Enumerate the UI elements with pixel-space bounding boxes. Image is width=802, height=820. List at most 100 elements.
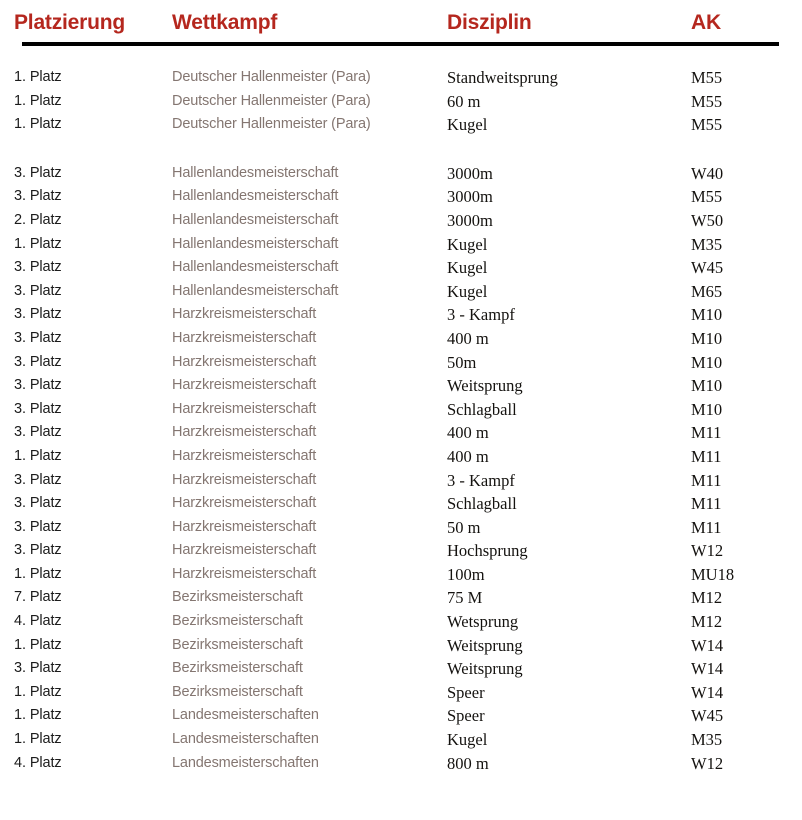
cell-disziplin: 100m bbox=[447, 564, 485, 584]
cell-platzierung: 1. Platz bbox=[14, 636, 62, 653]
cell-ak: W14 bbox=[691, 659, 724, 679]
table-row: 3. Platz Harzkreismeisterschaft Hochsprung… bbox=[11, 539, 791, 563]
cell-wettkampf: Deutscher Hallenmeister (Para) bbox=[172, 69, 371, 85]
cell-wettkampf: Harzkreismeisterschaft bbox=[172, 518, 317, 535]
table-row: 1. Platz Deutscher Hallenmeister (Para) St… bbox=[11, 66, 791, 90]
column-header-disziplin: Disziplin bbox=[447, 11, 532, 34]
table-row: 1. Platz Harzkreismeisterschaft 400 m M11 bbox=[11, 445, 791, 469]
cell-wettkampf: Hallenlandesmeisterschaft bbox=[172, 282, 339, 299]
cell-disziplin: Standweitsprung bbox=[447, 68, 558, 87]
cell-disziplin: Kugel bbox=[447, 234, 488, 254]
column-header-ak: AK bbox=[691, 11, 721, 34]
cell-wettkampf: Harzkreismeisterschaft bbox=[172, 565, 317, 582]
cell-platzierung: 3. Platz bbox=[14, 542, 62, 559]
table-row: 3. Platz Harzkreismeisterschaft Schlagball… bbox=[11, 492, 791, 516]
cell-ak: W40 bbox=[691, 163, 724, 183]
table-row: 3. Platz Harzkreismeisterschaft Schlagball… bbox=[11, 398, 791, 422]
cell-platzierung: 3. Platz bbox=[14, 495, 62, 512]
cell-wettkampf: Hallenlandesmeisterschaft bbox=[172, 259, 339, 276]
cell-wettkampf: Bezirksmeisterschaft bbox=[172, 613, 303, 630]
table-header-row: Platzierung Wettkampf Disziplin AK bbox=[11, 0, 791, 46]
column-header-platzierung: Platzierung bbox=[14, 11, 125, 34]
table-row: 3. Platz Harzkreismeisterschaft 3 - Kampf M… bbox=[11, 303, 791, 327]
table-row: 3. Platz Hallenlandesmeisterschaft 3000m W4… bbox=[11, 162, 791, 186]
table-row: 7. Platz Bezirksmeisterschaft 75 M M12 bbox=[11, 586, 791, 610]
cell-disziplin: 400 m bbox=[447, 446, 489, 466]
table-row: 2. Platz Hallenlandesmeisterschaft 3000m W5… bbox=[11, 209, 791, 233]
cell-ak: M10 bbox=[691, 399, 723, 419]
cell-platzierung: 3. Platz bbox=[14, 282, 62, 299]
cell-ak: M11 bbox=[691, 517, 722, 537]
table-row: 1. Platz Landesmeisterschaften Kugel M35 bbox=[11, 728, 791, 752]
cell-disziplin: Hochsprung bbox=[447, 541, 528, 561]
table-row: 1. Platz Harzkreismeisterschaft 100m MU18 bbox=[11, 563, 791, 587]
table-row: 1. Platz Deutscher Hallenmeister (Para) Ku… bbox=[11, 113, 791, 137]
cell-wettkampf: Hallenlandesmeisterschaft bbox=[172, 164, 339, 181]
cell-platzierung: 3. Platz bbox=[14, 400, 62, 417]
cell-disziplin: 400 m bbox=[447, 423, 489, 443]
cell-wettkampf: Bezirksmeisterschaft bbox=[172, 636, 303, 653]
cell-wettkampf: Harzkreismeisterschaft bbox=[172, 495, 317, 512]
table-row: 1. Platz Hallenlandesmeisterschaft Kugel M3… bbox=[11, 233, 791, 257]
cell-wettkampf: Bezirksmeisterschaft bbox=[172, 589, 303, 606]
cell-ak: M35 bbox=[691, 234, 723, 254]
cell-wettkampf: Harzkreismeisterschaft bbox=[172, 400, 317, 417]
cell-ak: M10 bbox=[691, 305, 723, 325]
cell-ak: M11 bbox=[691, 494, 722, 514]
cell-disziplin: 3 - Kampf bbox=[447, 470, 515, 490]
cell-disziplin: 60 m bbox=[447, 91, 481, 111]
cell-ak: W14 bbox=[691, 682, 724, 702]
table-row: 1. Platz Bezirksmeisterschaft Speer W14 bbox=[11, 681, 791, 705]
cell-disziplin: 400 m bbox=[447, 328, 489, 348]
cell-wettkampf: Harzkreismeisterschaft bbox=[172, 353, 317, 370]
table-row: 4. Platz Landesmeisterschaften 800 m W12 bbox=[11, 752, 791, 776]
cell-disziplin: 3000m bbox=[447, 163, 493, 183]
cell-ak: M55 bbox=[691, 68, 723, 87]
cell-ak: M12 bbox=[691, 588, 723, 608]
cell-platzierung: 3. Platz bbox=[14, 353, 62, 370]
cell-platzierung: 1. Platz bbox=[14, 69, 62, 85]
cell-disziplin: Weitsprung bbox=[447, 659, 523, 679]
cell-disziplin: 3000m bbox=[447, 210, 493, 230]
cell-ak: M55 bbox=[691, 187, 723, 207]
cell-platzierung: 1. Platz bbox=[14, 731, 62, 748]
cell-ak: W12 bbox=[691, 753, 724, 773]
table-row: 3. Platz Harzkreismeisterschaft 50 m M11 bbox=[11, 516, 791, 540]
cell-platzierung: 3. Platz bbox=[14, 377, 62, 394]
cell-wettkampf: Harzkreismeisterschaft bbox=[172, 424, 317, 441]
cell-wettkampf: Landesmeisterschaften bbox=[172, 731, 319, 748]
table-row: 3. Platz Hallenlandesmeisterschaft 3000m M5… bbox=[11, 185, 791, 209]
cell-platzierung: 3. Platz bbox=[14, 471, 62, 488]
cell-wettkampf: Harzkreismeisterschaft bbox=[172, 471, 317, 488]
cell-wettkampf: Harzkreismeisterschaft bbox=[172, 377, 317, 394]
table-body: 1. Platz Deutscher Hallenmeister (Para) St… bbox=[11, 46, 791, 775]
cell-disziplin: Schlagball bbox=[447, 399, 517, 419]
table-row: 3. Platz Harzkreismeisterschaft 400 m M11 bbox=[11, 421, 791, 445]
cell-wettkampf: Deutscher Hallenmeister (Para) bbox=[172, 116, 371, 133]
cell-platzierung: 1. Platz bbox=[14, 235, 62, 252]
cell-platzierung: 3. Platz bbox=[14, 329, 62, 346]
table-row: 3. Platz Hallenlandesmeisterschaft Kugel W4… bbox=[11, 256, 791, 280]
cell-ak: M12 bbox=[691, 612, 723, 632]
cell-wettkampf: Landesmeisterschaften bbox=[172, 754, 319, 771]
cell-ak: M55 bbox=[691, 91, 723, 111]
cell-platzierung: 3. Platz bbox=[14, 188, 62, 205]
cell-platzierung: 1. Platz bbox=[14, 447, 62, 464]
cell-platzierung: 3. Platz bbox=[14, 259, 62, 276]
cell-disziplin: Speer bbox=[447, 706, 485, 726]
cell-disziplin: Speer bbox=[447, 682, 485, 702]
table-row: 4. Platz Bezirksmeisterschaft Wetsprung M12 bbox=[11, 610, 791, 634]
cell-wettkampf: Harzkreismeisterschaft bbox=[172, 447, 317, 464]
cell-wettkampf: Hallenlandesmeisterschaft bbox=[172, 188, 339, 205]
cell-disziplin: Kugel bbox=[447, 115, 488, 135]
cell-platzierung: 1. Platz bbox=[14, 116, 62, 133]
column-header-wettkampf: Wettkampf bbox=[172, 11, 278, 34]
cell-ak: M65 bbox=[691, 281, 723, 301]
cell-ak: W45 bbox=[691, 258, 724, 278]
cell-ak: MU18 bbox=[691, 564, 735, 584]
cell-platzierung: 3. Platz bbox=[14, 164, 62, 181]
cell-ak: W45 bbox=[691, 706, 724, 726]
cell-wettkampf: Hallenlandesmeisterschaft bbox=[172, 211, 339, 228]
cell-disziplin: Kugel bbox=[447, 730, 488, 750]
